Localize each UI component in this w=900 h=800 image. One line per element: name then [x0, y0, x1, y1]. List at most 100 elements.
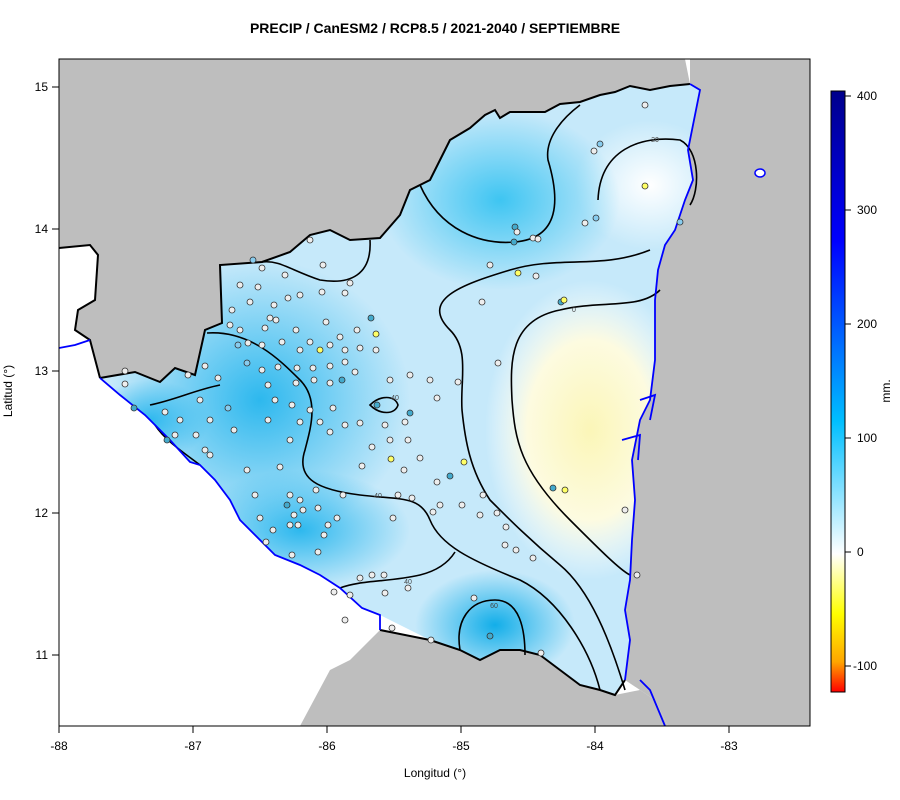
station-marker — [251, 491, 259, 499]
station-marker — [294, 521, 302, 529]
colorbar-tick-label: -100 — [853, 659, 877, 673]
station-marker — [281, 271, 289, 279]
station-marker — [264, 416, 272, 424]
station-marker — [121, 380, 129, 388]
station-marker — [353, 326, 361, 334]
costa-rica-land — [300, 630, 668, 726]
station-marker — [561, 486, 569, 494]
x-tick-label: -85 — [452, 739, 470, 753]
station-marker — [386, 376, 394, 384]
station-marker — [316, 418, 324, 426]
station-marker — [296, 291, 304, 299]
station-marker — [381, 589, 389, 597]
station-marker — [641, 182, 649, 190]
contour-line — [261, 239, 371, 282]
island-outline — [754, 168, 766, 178]
station-marker — [367, 314, 375, 322]
station-marker — [264, 381, 272, 389]
contour-line — [438, 249, 651, 691]
y-axis-label: Latitud (°) — [1, 364, 15, 418]
station-marker — [243, 359, 251, 367]
station-marker — [296, 418, 304, 426]
station-marker — [373, 401, 381, 409]
contour-label: 40 — [391, 395, 399, 402]
station-marker — [320, 531, 328, 539]
station-marker — [326, 428, 334, 436]
contour-line — [458, 599, 526, 656]
station-marker — [388, 624, 396, 632]
station-marker — [258, 264, 266, 272]
station-marker — [286, 436, 294, 444]
station-marker — [309, 364, 317, 372]
station-marker — [346, 279, 354, 287]
station-marker — [296, 346, 304, 354]
stations-layer — [121, 101, 684, 657]
station-marker — [278, 338, 286, 346]
station-marker — [130, 404, 138, 412]
station-marker — [380, 571, 388, 579]
station-marker — [351, 368, 359, 376]
x-axis — [58, 726, 730, 733]
station-marker — [236, 326, 244, 334]
station-marker — [330, 588, 338, 596]
station-marker — [368, 443, 376, 451]
station-marker — [514, 269, 522, 277]
station-marker — [596, 140, 604, 148]
station-marker — [387, 455, 395, 463]
station-marker — [394, 491, 402, 499]
station-marker — [436, 501, 444, 509]
station-marker — [341, 289, 349, 297]
station-marker — [244, 339, 252, 347]
station-marker — [510, 238, 518, 246]
station-marker — [228, 306, 236, 314]
station-marker — [286, 491, 294, 499]
station-marker — [206, 451, 214, 459]
station-marker — [206, 416, 214, 424]
station-marker — [486, 632, 494, 640]
contour-label: 40 — [404, 579, 412, 586]
station-marker — [333, 514, 341, 522]
station-marker — [176, 416, 184, 424]
station-marker — [534, 235, 542, 243]
station-marker — [326, 362, 334, 370]
station-marker — [339, 491, 347, 499]
station-marker — [284, 294, 292, 302]
station-marker — [341, 421, 349, 429]
station-marker — [243, 466, 251, 474]
station-marker — [283, 501, 291, 509]
x-axis-label: Longitud (°) — [403, 766, 467, 780]
station-marker — [549, 484, 557, 492]
station-marker — [426, 376, 434, 384]
contour-line — [206, 332, 601, 691]
station-marker — [372, 346, 380, 354]
station-marker — [460, 458, 468, 466]
station-marker — [214, 374, 222, 382]
station-marker — [249, 256, 257, 264]
station-marker — [258, 366, 266, 374]
station-marker — [254, 283, 262, 291]
station-marker — [406, 409, 414, 417]
station-marker — [201, 446, 209, 454]
station-marker — [306, 338, 314, 346]
station-marker — [269, 526, 277, 534]
station-marker — [416, 454, 424, 462]
station-marker — [121, 367, 129, 375]
station-marker — [356, 419, 364, 427]
y-tick-label: 14 — [35, 222, 49, 236]
station-marker — [429, 508, 437, 516]
coastline — [59, 83, 702, 726]
station-marker — [493, 509, 501, 517]
station-marker — [270, 301, 278, 309]
station-marker — [224, 404, 232, 412]
contour-label: 0 — [572, 307, 576, 314]
station-marker — [406, 371, 414, 379]
colorbar-tick-label: 300 — [857, 203, 877, 217]
station-marker — [454, 378, 462, 386]
station-marker — [256, 514, 264, 522]
station-marker — [161, 408, 169, 416]
contour-line — [510, 289, 661, 576]
station-marker — [386, 436, 394, 444]
station-marker — [329, 404, 337, 412]
honduras-border — [59, 83, 691, 384]
